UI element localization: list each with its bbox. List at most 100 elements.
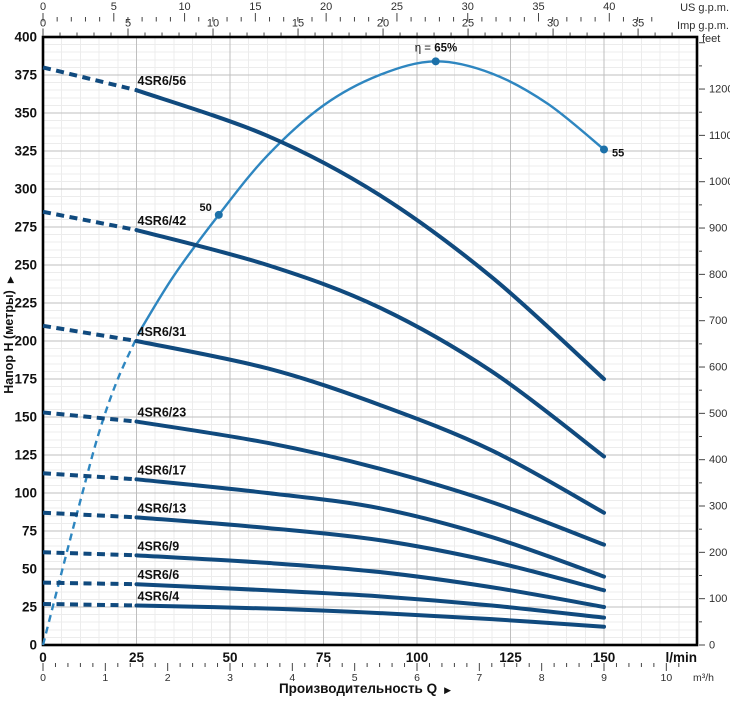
svg-text:0: 0	[39, 650, 47, 665]
curve-dashed-segment	[42, 65, 137, 93]
curve-solid-segment	[134, 515, 606, 593]
curve-dashed-segment	[42, 410, 137, 424]
pump-curve-4SR6-31: 4SR6/31	[42, 323, 606, 515]
svg-text:400: 400	[14, 30, 37, 45]
feet-unit-label: feet	[702, 33, 720, 45]
imp-gpm-unit-label: Imp g.p.m.	[677, 20, 729, 32]
x-axis-title: Производительность Q ▶	[279, 681, 451, 696]
svg-text:250: 250	[14, 258, 37, 273]
svg-text:0: 0	[40, 18, 46, 30]
svg-text:10: 10	[178, 1, 190, 13]
svg-text:75: 75	[316, 650, 332, 665]
svg-text:35: 35	[532, 1, 544, 13]
svg-text:40: 40	[603, 1, 615, 13]
pump-curves-group: 4SR6/56 4SR6/42 4SR6/31 4SR6/23 4SR6/17 4SR6/…	[42, 42, 624, 629]
axis-bottom-lmin: 0 25 50 75 100 125 150	[39, 650, 615, 665]
svg-text:700: 700	[709, 315, 727, 327]
pump-curve-4SR6-4: 4SR6/4	[42, 589, 606, 629]
curve-label: 4SR6/4	[138, 589, 180, 603]
pump-curve-4SR6-9: 4SR6/9	[42, 539, 606, 609]
axis-top-us-gpm: 0 5 10 15 20 25 30 35 40	[40, 1, 653, 22]
svg-text:25: 25	[391, 1, 403, 13]
svg-text:0: 0	[40, 1, 46, 13]
svg-text:150: 150	[14, 410, 37, 425]
curve-solid-segment	[134, 88, 606, 381]
svg-text:400: 400	[709, 454, 727, 466]
m3h-unit-label: m³/h	[693, 672, 714, 684]
curve-label: 4SR6/31	[138, 325, 187, 339]
curve-label: 4SR6/56	[138, 74, 187, 88]
svg-text:15: 15	[292, 18, 304, 30]
svg-text:100: 100	[14, 486, 37, 501]
efficiency-curve-dashed	[41, 329, 142, 646]
svg-text:0: 0	[709, 640, 715, 652]
efficiency-point	[600, 145, 608, 154]
curve-solid-segment	[134, 339, 606, 515]
curve-solid-segment	[134, 477, 606, 579]
svg-text:75: 75	[22, 524, 38, 539]
pump-curve-4SR6-42: 4SR6/42	[42, 209, 606, 459]
svg-text:10: 10	[207, 18, 219, 30]
curve-label: 4SR6/17	[138, 463, 187, 477]
curve-dashed-segment	[42, 471, 137, 482]
svg-text:200: 200	[709, 547, 727, 559]
grid	[43, 37, 697, 645]
curve-label: 4SR6/42	[138, 214, 187, 228]
svg-text:0: 0	[29, 638, 37, 653]
plot-border	[41, 35, 699, 647]
curve-solid-segment	[134, 603, 606, 629]
svg-text:125: 125	[499, 650, 522, 665]
svg-text:500: 500	[709, 408, 727, 420]
axis-titles: Напор H (метры)▶ Производительность Q ▶ l…	[2, 2, 729, 696]
svg-text:800: 800	[709, 269, 727, 281]
svg-text:9: 9	[601, 672, 607, 684]
pump-curve-4SR6-56: 4SR6/56	[42, 65, 606, 381]
efficiency-curve-solid	[139, 60, 606, 332]
svg-text:5: 5	[125, 18, 131, 30]
curve-dashed-segment	[42, 209, 137, 233]
svg-text:225: 225	[14, 296, 37, 311]
pump-curve-4SR6-13: 4SR6/13	[42, 501, 606, 593]
svg-text:125: 125	[14, 448, 37, 463]
svg-text:900: 900	[709, 223, 727, 235]
axes: 0255075100125150175200225250275300325350…	[14, 1, 730, 684]
curve-solid-segment	[134, 419, 606, 547]
us-gpm-unit-label: US g.p.m.	[680, 2, 729, 14]
svg-text:30: 30	[547, 18, 559, 30]
svg-text:4: 4	[289, 672, 295, 684]
svg-text:300: 300	[14, 182, 37, 197]
curve-label: 4SR6/23	[138, 406, 187, 420]
svg-text:20: 20	[377, 18, 389, 30]
axis-top-imp-gpm: 0 5 10 15 20 25 30 35	[40, 18, 673, 36]
curve-solid-segment	[134, 582, 606, 620]
svg-text:10: 10	[660, 672, 672, 684]
efficiency-value-label: 50	[200, 202, 212, 214]
svg-text:6: 6	[414, 672, 420, 684]
curve-dashed-segment	[42, 580, 137, 587]
svg-text:1100: 1100	[709, 130, 730, 142]
svg-text:175: 175	[14, 372, 37, 387]
svg-text:35: 35	[632, 18, 644, 30]
pump-curve-4SR6-17: 4SR6/17	[42, 463, 606, 579]
svg-text:200: 200	[14, 334, 37, 349]
svg-text:2: 2	[165, 672, 171, 684]
svg-text:5: 5	[352, 672, 358, 684]
svg-text:7: 7	[476, 672, 482, 684]
svg-text:50: 50	[22, 562, 37, 577]
efficiency-point	[214, 210, 223, 219]
svg-text:25: 25	[462, 18, 474, 30]
curve-dashed-segment	[42, 323, 137, 343]
efficiency-peak-label: η = 65%	[415, 42, 458, 54]
svg-text:25: 25	[129, 650, 145, 665]
axis-bottom-m3h: 0 1 2 3 4 5 6 7 8 9 10	[40, 663, 680, 684]
svg-text:600: 600	[709, 362, 727, 374]
curve-label: 4SR6/13	[138, 501, 187, 515]
pump-curve-4SR6-23: 4SR6/23	[42, 406, 606, 547]
svg-text:300: 300	[709, 501, 727, 513]
svg-text:1000: 1000	[709, 176, 730, 188]
curve-dashed-segment	[42, 550, 137, 558]
svg-text:375: 375	[14, 68, 37, 83]
curve-solid-segment	[134, 228, 606, 459]
svg-text:1: 1	[102, 672, 108, 684]
